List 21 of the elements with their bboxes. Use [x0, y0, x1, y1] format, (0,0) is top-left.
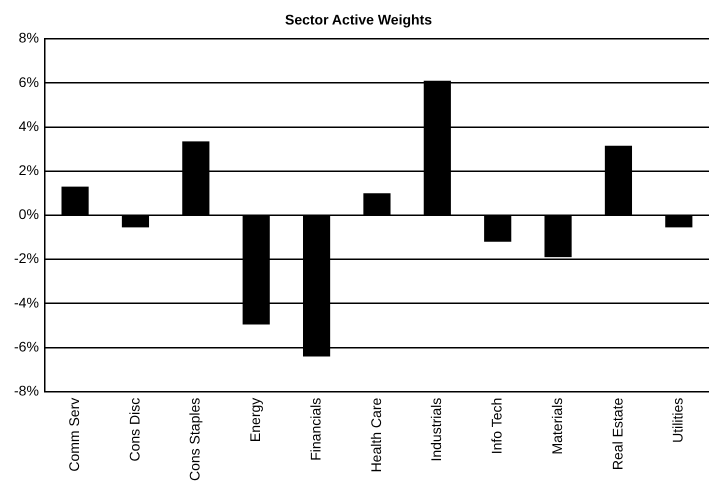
chart-title: Sector Active Weights [284, 11, 432, 28]
y-tick-label: 8% [18, 30, 39, 46]
x-tick-label: Financials [307, 398, 324, 461]
x-tick-label: Energy [247, 398, 264, 442]
y-tick-label: -2% [14, 250, 39, 266]
x-tick-label: Materials [548, 398, 565, 455]
y-tick-label: -4% [14, 294, 39, 310]
y-tick-label: -6% [14, 338, 39, 354]
y-tick-label: 0% [18, 206, 39, 222]
y-tick-label: 6% [18, 74, 39, 90]
y-tick-label: -8% [14, 382, 39, 399]
x-tick-label: Health Care [368, 398, 384, 472]
x-tick-label: Real Estate [609, 398, 626, 470]
x-tick-label: Comm Serv [66, 398, 82, 472]
x-tick-label: Industrials [428, 398, 444, 462]
x-tick-label: Cons Staples [186, 398, 203, 482]
x-tick-label: Cons Disc [126, 398, 142, 462]
x-tick-label: Info Tech [488, 398, 505, 454]
y-tick-label: 4% [18, 118, 39, 134]
x-tick-label: Utilities [670, 398, 686, 443]
y-tick-label: 2% [18, 162, 39, 178]
